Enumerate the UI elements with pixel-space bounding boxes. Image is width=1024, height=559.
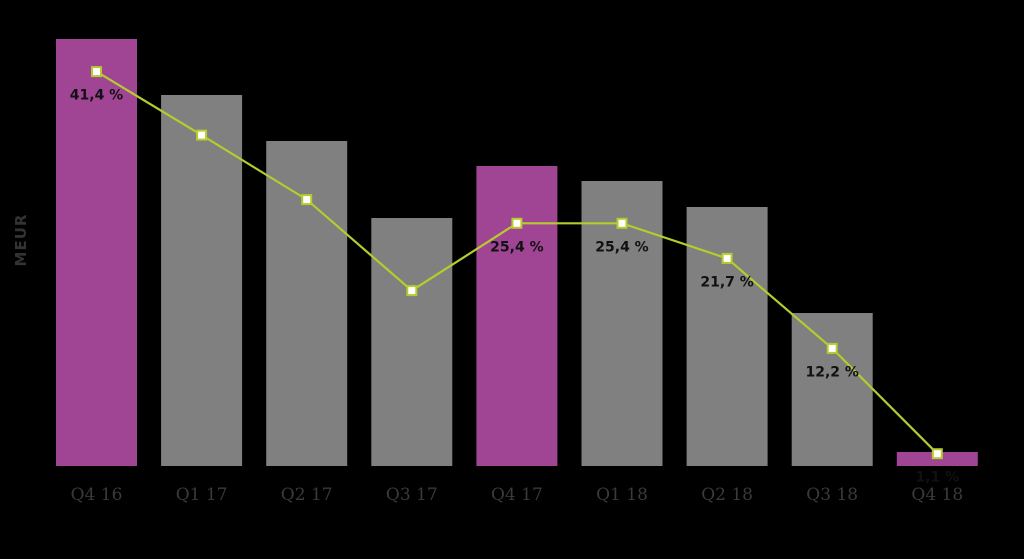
data-label: 25,4 % [490,239,543,255]
x-tick-label: Q2 18 [701,485,753,505]
bar-q1-17 [161,95,243,466]
x-tick-label: Q4 17 [491,485,543,505]
line-marker [721,252,733,264]
line-marker [196,129,208,141]
bar-q3-17 [371,218,453,466]
line-marker [616,217,628,229]
labels-layer: 41,4 % 25,4 % 25,4 % 21,7 % 12,2 % 1,1 % [70,88,959,486]
x-tick-label: Q2 17 [281,485,333,505]
y-axis-title: MEUR [12,214,30,267]
bar-q3-18 [791,313,873,466]
line-marker [301,194,313,206]
bar-q4-17 [476,166,558,466]
x-tick-label: Q3 17 [386,485,438,505]
line-marker [511,217,523,229]
x-tick-label: Q4 18 [911,485,963,505]
line-marker [406,285,418,297]
x-tick-label: Q3 18 [806,485,858,505]
markers-layer [91,66,943,460]
x-tick-label: Q1 17 [176,485,228,505]
data-label: 25,4 % [595,239,648,255]
bars-layer [56,39,978,466]
bar-q2-18 [686,207,768,466]
line-marker [91,66,102,78]
data-label: 12,2 % [805,364,858,380]
bar-q2-17 [266,141,348,466]
x-tick-label: Q4 16 [71,485,123,505]
line-marker [826,342,838,354]
data-label: 21,7 % [700,274,753,290]
ticks-layer: Q4 16 Q1 17 Q2 17 Q3 17 Q4 17 Q1 18 Q2 18 Q3 18… [71,485,964,505]
x-tick-label: Q1 18 [596,485,648,505]
data-label: 41,4 % [70,88,123,104]
data-label: 1,1 % [915,470,959,486]
bar-q4-16 [56,39,137,466]
line-marker [931,448,943,460]
